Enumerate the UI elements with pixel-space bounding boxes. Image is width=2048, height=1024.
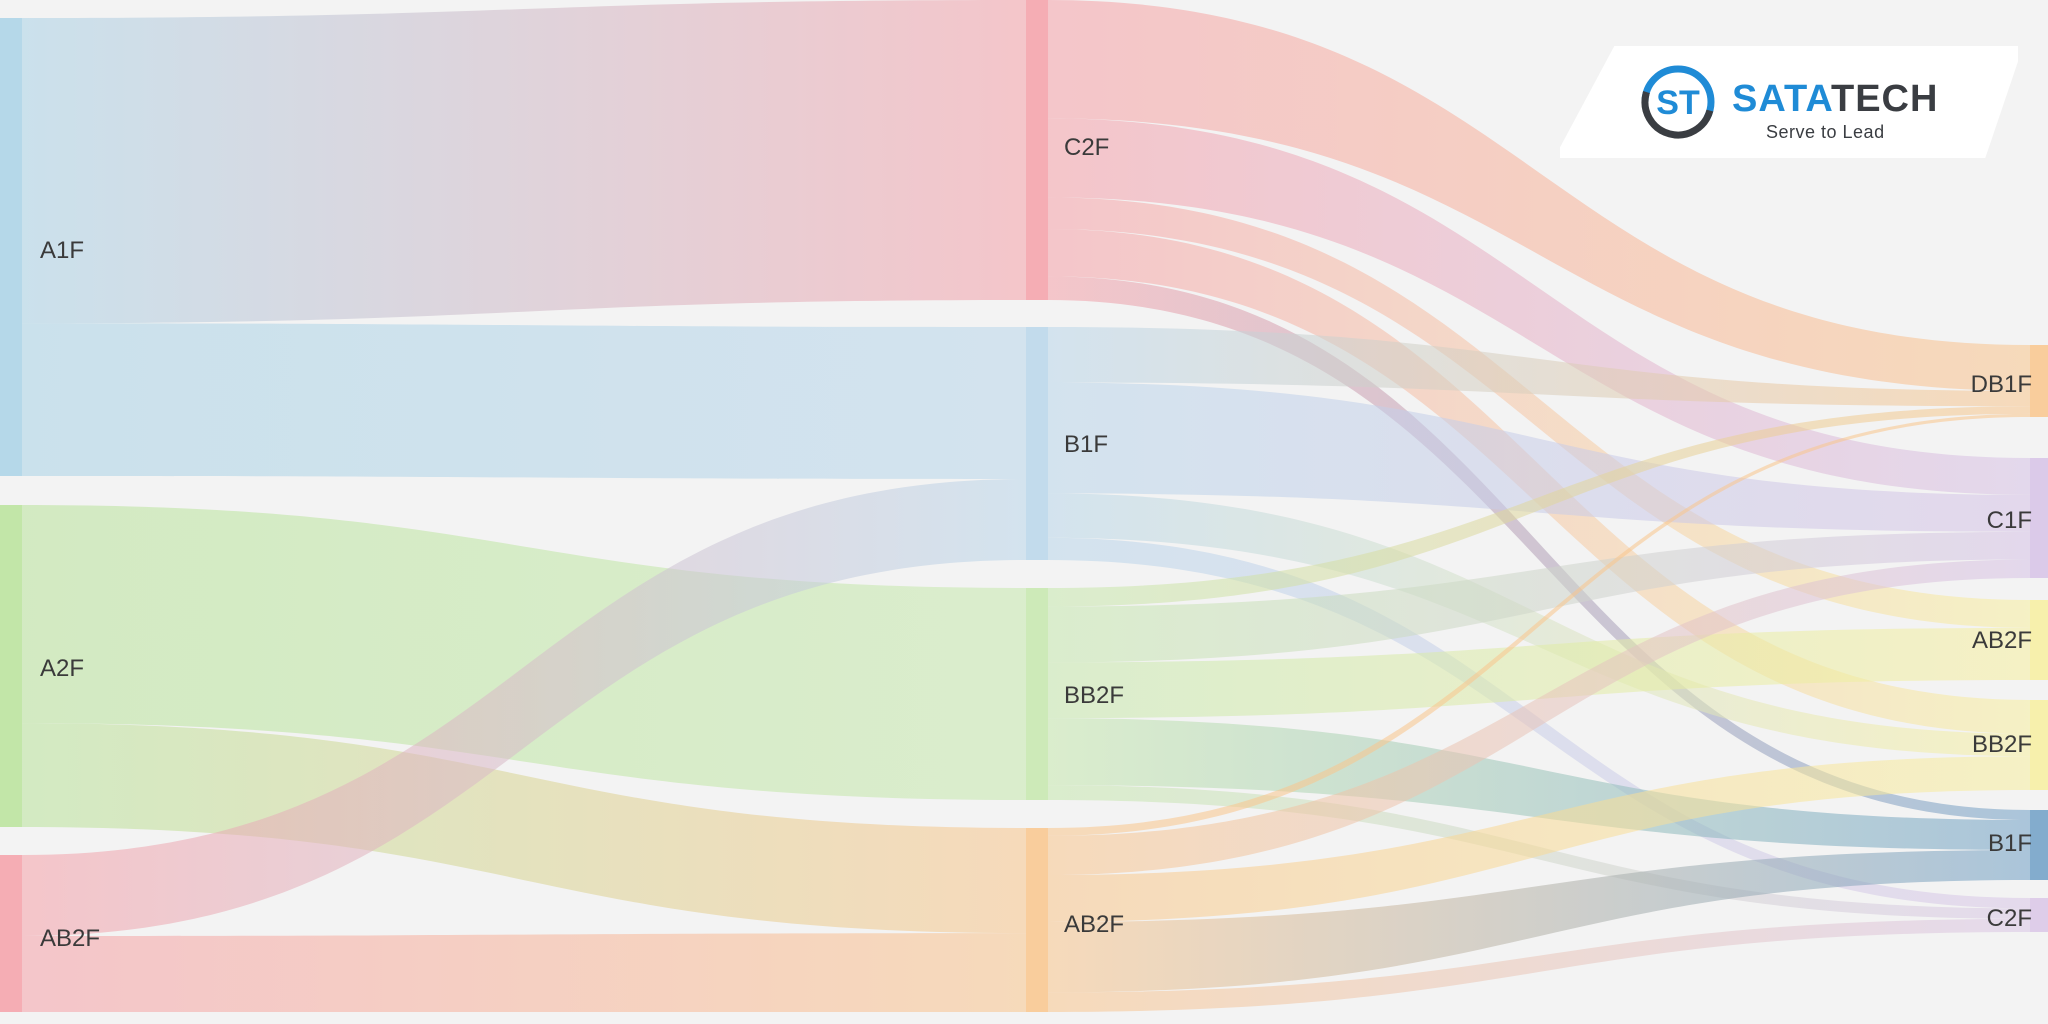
node-ab2f-l: [0, 855, 22, 1012]
node-label-c2f-r: C2F: [1987, 905, 2032, 932]
link-a2f-to-ab2f-m: [22, 723, 1026, 934]
node-ab2f-r: [2030, 600, 2048, 680]
node-bb2f-m: [1026, 588, 1048, 800]
link-b1f-m-to-db1f-r: [1048, 327, 2030, 407]
link-a1f-to-c2f-m: [22, 0, 1026, 324]
satatech-logo-icon: ST: [1641, 65, 1715, 139]
node-a2f: [0, 505, 22, 827]
link-c2f-m-to-b1f-r: [1048, 276, 2030, 820]
link-ab2f-m-to-b1f-r: [1048, 850, 2030, 993]
logo-card: [1560, 46, 2018, 158]
node-label-c2f-m: C2F: [1064, 134, 1109, 161]
node-label-ab2f-l: AB2F: [40, 925, 100, 952]
node-label-b1f-m: B1F: [1064, 431, 1108, 458]
node-label-a1f: A1F: [40, 237, 84, 264]
node-label-bb2f-r: BB2F: [1972, 731, 2032, 758]
node-a1f: [0, 18, 22, 476]
links-layer: [22, 0, 2030, 1012]
link-bb2f-m-to-ab2f-r: [1048, 627, 2030, 719]
link-c2f-m-to-ab2f-r: [1048, 197, 2030, 628]
node-c2f-m: [1026, 0, 1048, 300]
link-bb2f-m-to-db1f-r: [1048, 406, 2030, 607]
link-ab2f-m-to-c1f-r: [1048, 559, 2030, 875]
link-b1f-m-to-c1f-r: [1048, 382, 2030, 532]
link-ab2f-m-to-c2f-r: [1048, 918, 2030, 1012]
node-label-db1f-r: DB1F: [1971, 371, 2032, 398]
node-db1f-r: [2030, 345, 2048, 417]
node-label-c1f-r: C1F: [1987, 507, 2032, 534]
node-ab2f-m: [1026, 828, 1048, 1012]
link-ab2f-l-to-ab2f-m: [22, 933, 1026, 1012]
logo-mark-letters: ST: [1656, 84, 1700, 122]
node-label-ab2f-r: AB2F: [1972, 627, 2032, 654]
labels-layer: A1F A2F AB2F C2F B1F BB2F AB2F DB1F C1F AB2F BB2F B…: [40, 134, 2032, 952]
link-ab2f-m-to-bb2f-r: [1048, 756, 2030, 922]
node-label-a2f: A2F: [40, 655, 84, 682]
brand-name: SATATECH: [1732, 80, 1938, 118]
node-b1f-m: [1026, 327, 1048, 560]
link-bb2f-m-to-c1f-r: [1048, 531, 2030, 663]
link-bb2f-m-to-b1f-r: [1048, 718, 2030, 850]
link-ab2f-l-to-b1f-m: [22, 478, 1026, 937]
brand-name-part1: SATA: [1732, 78, 1831, 120]
link-a2f-to-bb2f-m: [22, 505, 1026, 800]
node-label-bb2f-m: BB2F: [1064, 682, 1124, 709]
node-label-ab2f-m: AB2F: [1064, 911, 1124, 938]
link-ab2f-m-to-db1f-r: [1048, 413, 2030, 836]
link-c2f-m-to-c1f-r: [1048, 118, 2030, 495]
logo-card-shape: [1560, 46, 2018, 158]
node-b1f-r: [2030, 810, 2048, 880]
link-c2f-m-to-db1f-r: [1048, 0, 2030, 391]
link-a1f-to-b1f-m: [22, 323, 1026, 479]
brand-tagline: Serve to Lead: [1766, 122, 1885, 142]
node-c1f-r: [2030, 458, 2048, 578]
node-label-b1f-r: B1F: [1988, 830, 2032, 857]
brand-name-part2: TECH: [1830, 78, 1939, 120]
node-bb2f-r: [2030, 700, 2048, 790]
node-c2f-r: [2030, 898, 2048, 932]
